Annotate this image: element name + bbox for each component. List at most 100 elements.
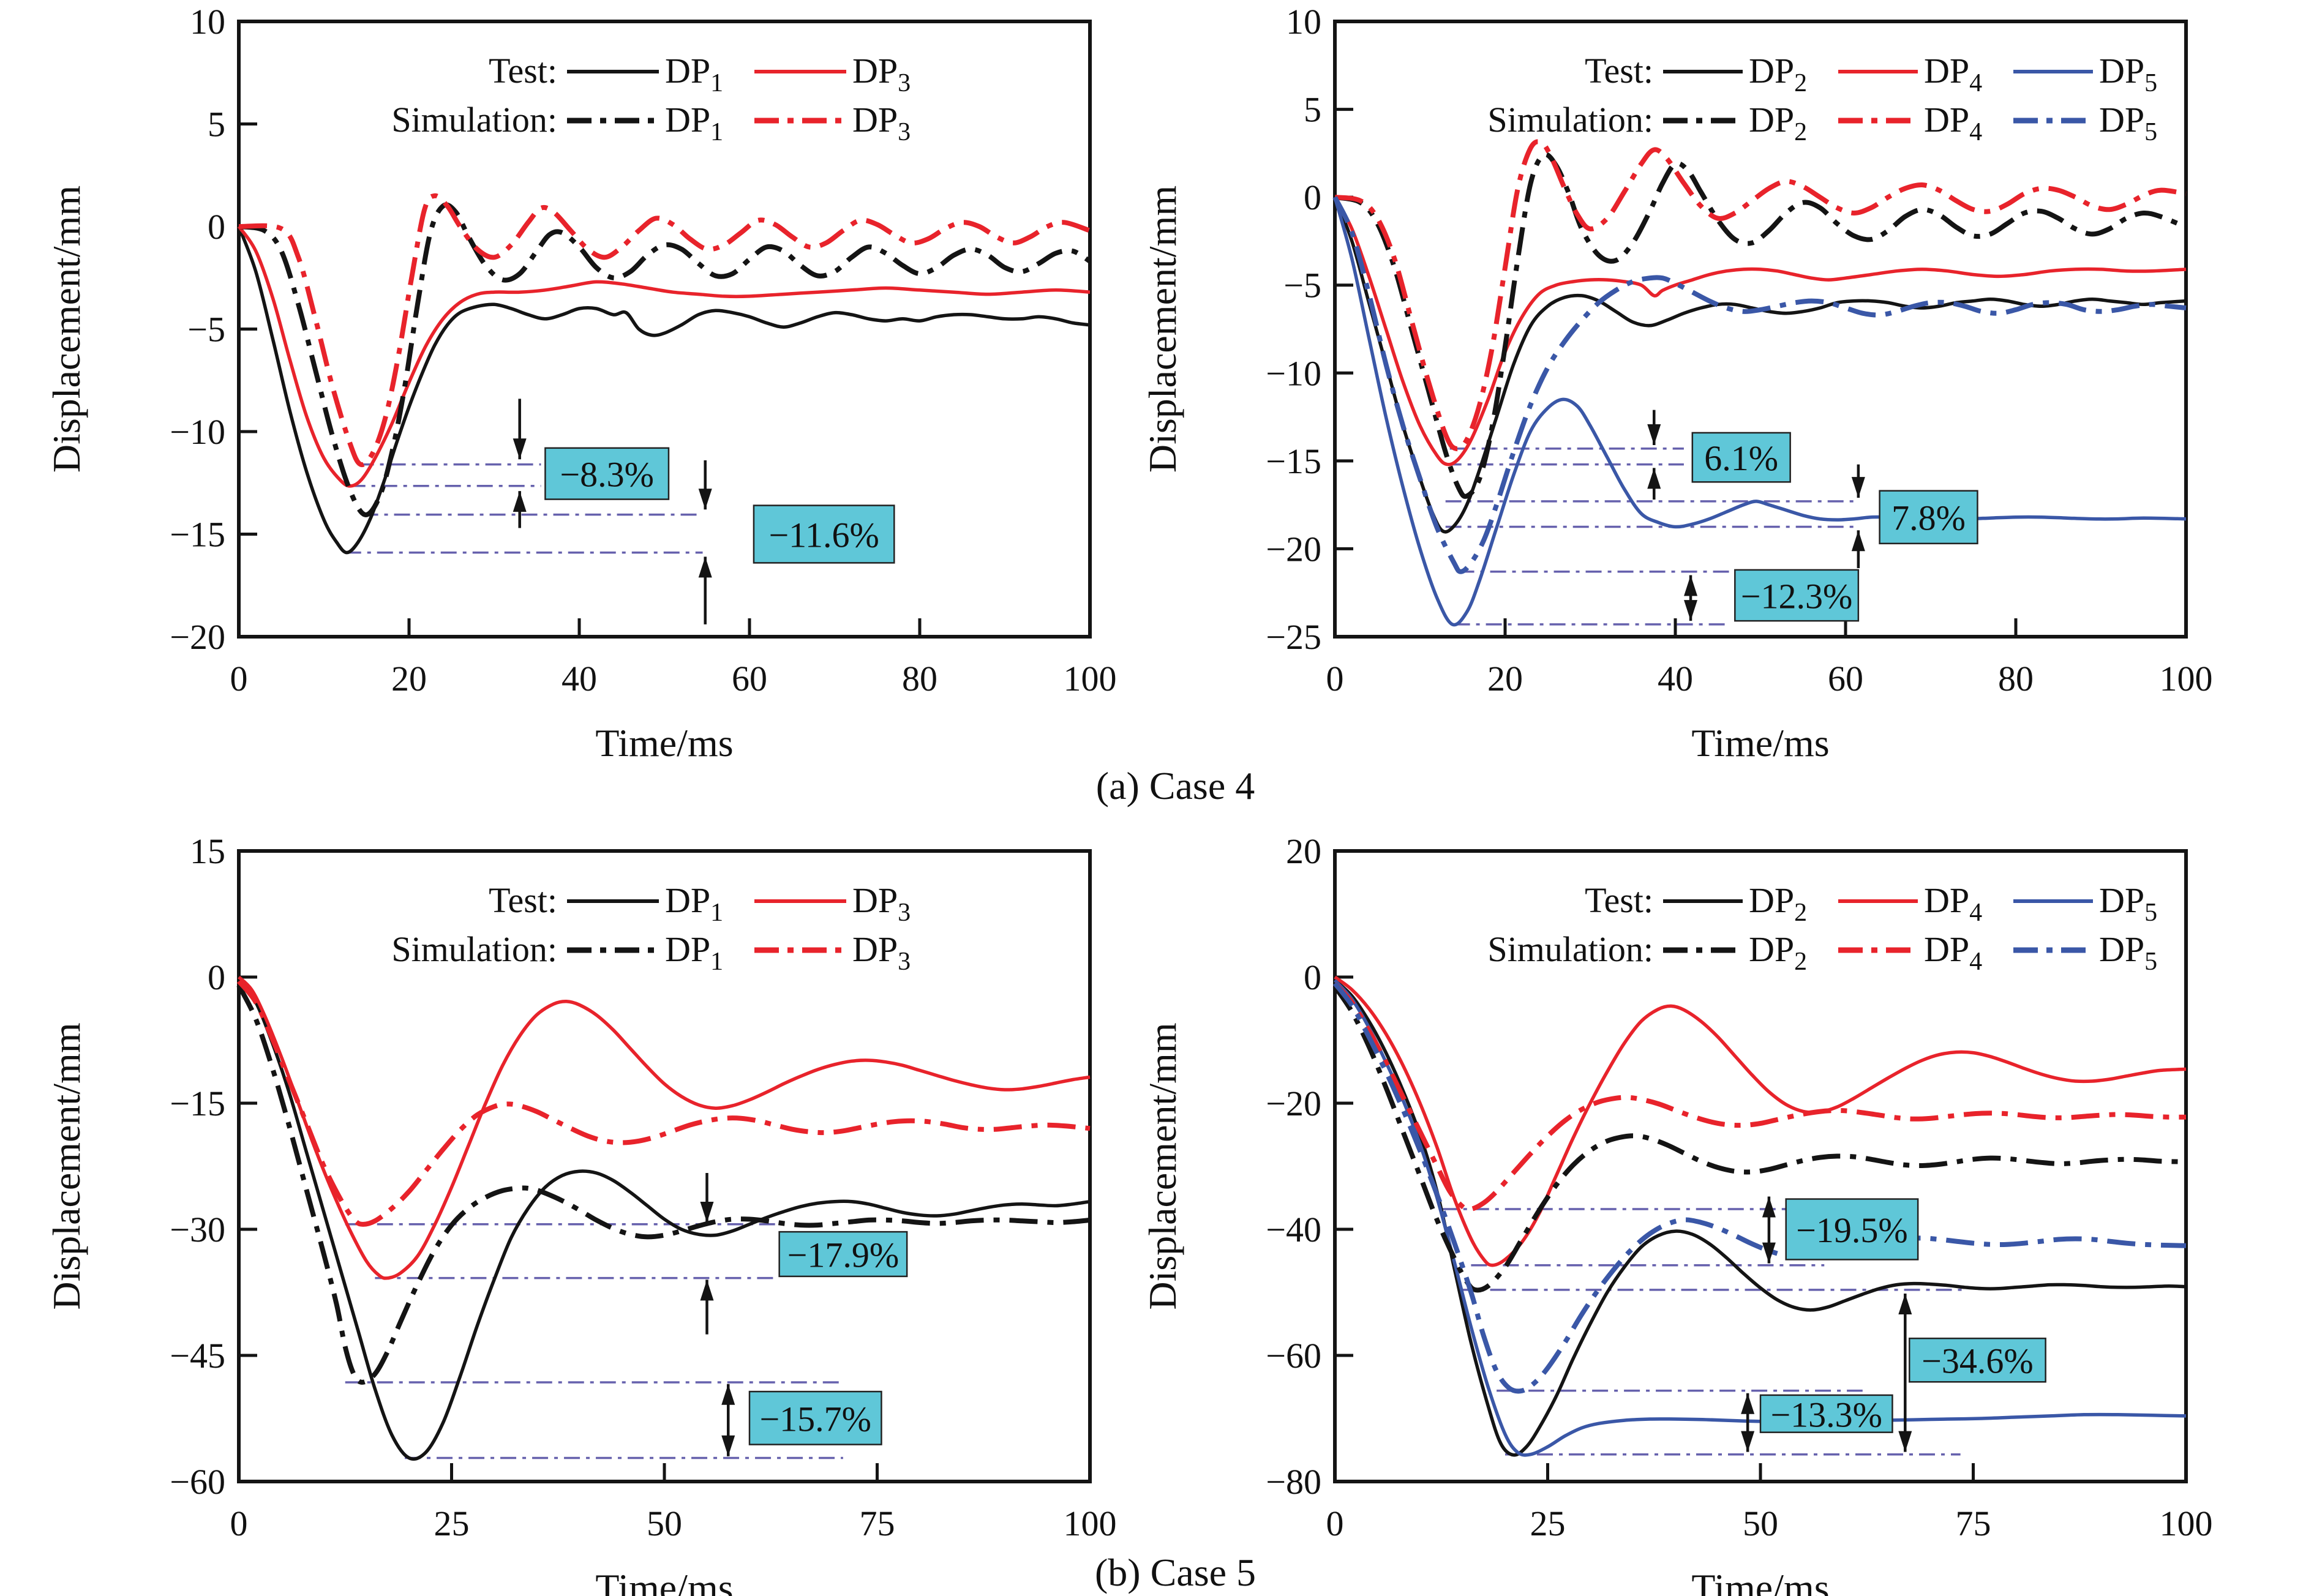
x-axis-tick-label: 100 — [1064, 659, 1117, 699]
x-axis-tick-label: 0 — [230, 1504, 248, 1543]
x-axis-title: Time/ms — [595, 721, 733, 765]
y-axis-tick-label: −20 — [1266, 1084, 1321, 1123]
legend-entry-label: DP1 — [665, 51, 723, 97]
annotation-arrow-head — [721, 1384, 735, 1405]
legend-entry-label: DP2 — [1749, 880, 1807, 927]
annotation-arrow-head — [698, 556, 712, 578]
series-test-DP4 — [1334, 975, 2187, 1267]
legend-entry-label: DP5 — [2099, 51, 2157, 97]
legend-entry-label: DP4 — [1924, 880, 1982, 927]
annotation-label-box — [544, 447, 670, 500]
series-test-DP3 — [238, 975, 1091, 1280]
annotation-arrow-head — [721, 1435, 735, 1456]
annotation-label-box — [1734, 569, 1860, 622]
annotation-label-text: −12.3% — [1741, 577, 1853, 616]
annotation-arrow-head — [1647, 468, 1661, 489]
y-axis-tick-label: −80 — [1266, 1462, 1321, 1502]
annotation-arrow-head — [1762, 1242, 1776, 1264]
y-axis-title: Displacement/mm — [1141, 1022, 1184, 1309]
x-axis-tick-label: 80 — [1998, 659, 2034, 699]
plot-frame — [237, 849, 1092, 1483]
caption-case-4: (a) Case 4 — [1095, 764, 1255, 807]
legend-entry-label: DP2 — [1749, 929, 1807, 976]
annotation-label-box — [1691, 432, 1791, 483]
annotation-arrow-head — [700, 1202, 714, 1223]
x-axis-tick-label: 60 — [1828, 659, 1863, 699]
series-test-DP1 — [237, 226, 1091, 555]
series-simulation-DP4 — [1333, 981, 2187, 1212]
series-test-DP5 — [1333, 197, 2187, 627]
series-simulation-DP2 — [1332, 985, 2187, 1293]
series-simulation-DP1 — [236, 984, 1091, 1385]
y-axis-tick-label: −45 — [170, 1336, 225, 1376]
legend-entry-label: DP3 — [852, 880, 911, 927]
y-axis-title: Displacement/mm — [45, 1022, 88, 1309]
legend-entry-label: DP3 — [852, 51, 911, 97]
y-axis-tick-label: −5 — [1283, 266, 1321, 305]
y-axis-tick-label: −20 — [1266, 529, 1321, 569]
legend-row-label: Test: — [489, 51, 557, 91]
legend-row-label: Simulation: — [391, 929, 557, 969]
series-simulation-DP4 — [1334, 139, 2187, 452]
legend-entry-label: DP2 — [1749, 51, 1807, 97]
x-axis-tick-label: 20 — [391, 659, 427, 699]
legend-entry-label: DP5 — [2099, 100, 2157, 146]
y-axis-tick-label: −30 — [170, 1210, 225, 1249]
legend-row-label: Simulation: — [1487, 100, 1653, 140]
annotation-label-text: −13.3% — [1770, 1395, 1882, 1434]
y-axis-tick-label: −20 — [170, 617, 225, 657]
x-axis-tick-label: 80 — [902, 659, 937, 699]
y-axis-tick-label: −25 — [1266, 617, 1321, 657]
legend-test-row: Test: DP1 DP3 — [489, 51, 911, 97]
x-axis-tick-label: 50 — [647, 1504, 682, 1543]
series-simulation-DP5 — [1332, 981, 2187, 1394]
annotation-label-text: −34.6% — [1921, 1341, 2034, 1381]
annotation-arrow-head — [1741, 1393, 1755, 1414]
x-axis-title: Time/ms — [1691, 721, 1829, 765]
annotation-label-box — [753, 504, 895, 564]
series-simulation-DP1 — [238, 202, 1092, 517]
y-axis-tick-label: −5 — [187, 310, 225, 350]
x-axis-tick-label: 60 — [732, 659, 767, 699]
y-axis-tick-label: 0 — [1304, 178, 1321, 217]
x-axis-title: Time/ms — [1691, 1566, 1829, 1596]
y-axis-tick-label: 5 — [1304, 90, 1321, 130]
annotation-arrow-head — [1851, 530, 1865, 552]
y-axis-tick-label: −15 — [170, 515, 225, 555]
x-axis-tick-label: 100 — [2160, 659, 2213, 699]
series-simulation-DP3 — [236, 980, 1091, 1227]
y-axis-tick-label: 15 — [190, 831, 225, 871]
y-axis-tick-label: −10 — [1266, 353, 1321, 393]
legend-entry-label: DP5 — [2099, 929, 2157, 976]
y-axis-title: Displacement/mm — [45, 185, 88, 473]
y-axis-tick-label: −60 — [1266, 1336, 1321, 1376]
annotation-label-box — [778, 1231, 908, 1278]
legend-simulation-row: Simulation: DP2 DP4 DP5 — [1487, 100, 2157, 146]
annotation-arrow-head — [1741, 1431, 1755, 1452]
legend-test-row: Test: DP2 DP4 DP5 — [1585, 51, 2157, 97]
annotation-arrow-head — [1898, 1431, 1912, 1452]
x-axis-tick-label: 50 — [1743, 1504, 1778, 1543]
annotation-arrow-head — [513, 438, 527, 460]
y-axis-tick-label: −15 — [1266, 441, 1321, 481]
legend-simulation-row: Simulation: DP1 DP3 — [391, 100, 911, 146]
series-test-DP1 — [237, 976, 1091, 1461]
legend-entry-label: DP4 — [1924, 100, 1982, 146]
series-test-DP2 — [1334, 979, 2187, 1457]
annotation-label-text: −11.6% — [768, 515, 879, 555]
legend-row-label: Test: — [1585, 880, 1653, 920]
y-axis-tick-label: 10 — [190, 2, 225, 42]
legend-entry-label: DP4 — [1924, 929, 1982, 976]
y-axis-tick-label: 0 — [208, 957, 225, 997]
y-axis-tick-label: 10 — [1286, 2, 1321, 42]
series-simulation-DP3 — [238, 193, 1091, 468]
series-simulation-DP5 — [1332, 196, 2187, 574]
annotation-label-text: −19.5% — [1796, 1210, 1908, 1250]
y-axis-tick-label: 20 — [1286, 831, 1321, 871]
legend-row-label: Test: — [1585, 51, 1653, 91]
x-axis-tick-label: 0 — [230, 659, 248, 699]
legend-row-label: Test: — [489, 880, 557, 920]
